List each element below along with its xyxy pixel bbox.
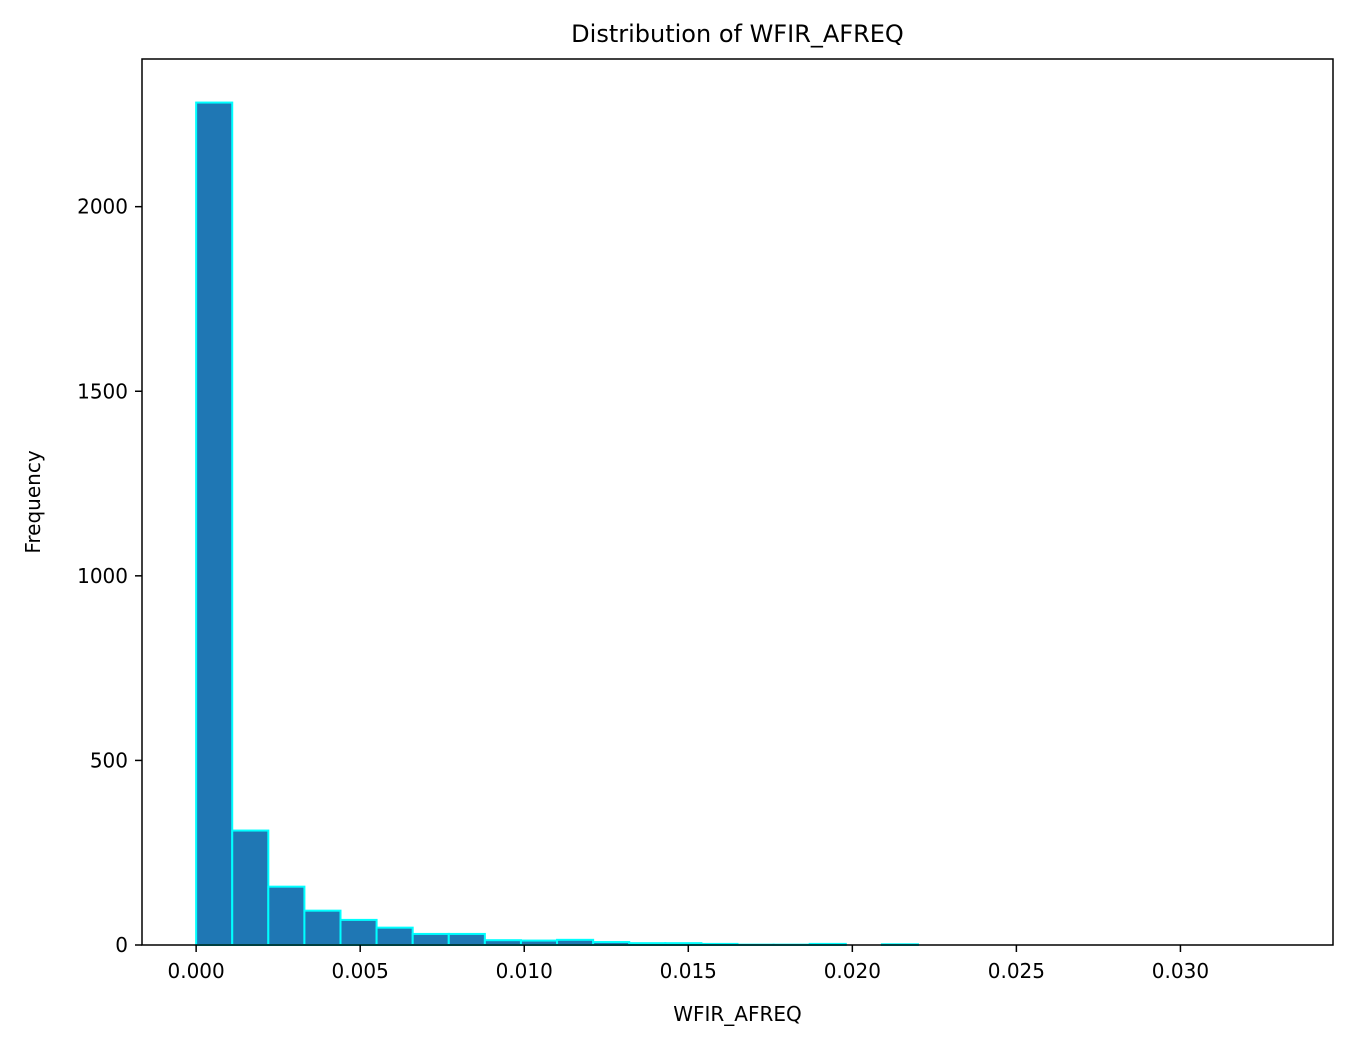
- plot-frame: [141, 58, 1334, 946]
- y-tick-label: 1000: [77, 564, 128, 588]
- x-tick-label: 0.000: [168, 959, 225, 983]
- x-tick-label: 0.020: [824, 959, 881, 983]
- y-axis-ticks: 0 500 1000 1500 2000: [77, 195, 142, 957]
- histogram-bar: [556, 938, 595, 946]
- y-tick-label: 2000: [77, 195, 128, 219]
- histogram-bar: [375, 926, 414, 947]
- x-tick-label: 0.010: [496, 959, 553, 983]
- histogram-bar: [231, 829, 270, 947]
- y-tick-label: 500: [90, 748, 128, 772]
- chart-title: Distribution of WFIR_AFREQ: [571, 20, 904, 48]
- histogram-bar: [411, 932, 450, 946]
- x-axis-ticks: 0.000 0.005 0.010 0.015 0.020 0.025 0.030: [168, 945, 1209, 983]
- histogram-bar: [447, 932, 486, 946]
- x-tick-label: 0.030: [1152, 959, 1209, 983]
- histogram-bar: [303, 909, 342, 946]
- x-tick-label: 0.015: [660, 959, 717, 983]
- x-tick-label: 0.025: [988, 959, 1045, 983]
- histogram-bar: [195, 101, 234, 947]
- x-axis-label: WFIR_AFREQ: [673, 1002, 802, 1026]
- y-axis-label: Frequency: [21, 450, 45, 553]
- bars-group: [195, 101, 919, 947]
- y-tick-label: 1500: [77, 379, 128, 403]
- histogram-bar: [339, 918, 378, 946]
- y-tick-label: 0: [115, 933, 128, 957]
- histogram-bar: [267, 885, 306, 947]
- x-tick-label: 0.005: [332, 959, 389, 983]
